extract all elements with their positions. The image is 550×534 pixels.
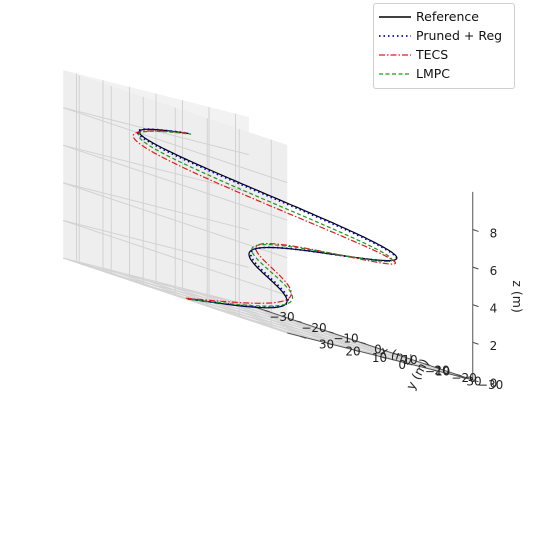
y-tick-label: 20 — [345, 344, 360, 358]
x-tick-mark — [456, 374, 462, 377]
grid-line-z-back — [63, 220, 288, 296]
y-tick-mark — [353, 349, 360, 353]
x-tick-label: −30 — [269, 310, 294, 324]
grid-line-z-back — [63, 144, 288, 221]
z-tick-label: 0 — [490, 377, 498, 391]
y-tick-label: 0 — [398, 358, 406, 372]
axes-panes — [63, 70, 473, 380]
y-tick-mark — [406, 362, 413, 366]
x-tick-label: 10 — [402, 353, 417, 367]
grid-line-z-left — [63, 257, 249, 306]
series-line-pruned-reg — [136, 128, 398, 309]
x-tick-mark — [424, 363, 430, 366]
x-tick-mark — [264, 309, 270, 313]
y-tick-mark — [459, 376, 466, 379]
legend-label: Pruned + Reg — [416, 28, 503, 43]
grid-line-y-floor — [208, 294, 434, 371]
legend-item-reference: Reference — [374, 8, 514, 26]
legend-swatch-lmpc — [379, 73, 411, 75]
z-tick-label: 8 — [490, 226, 498, 240]
trajectory-curves — [132, 128, 398, 309]
x-tick-label: 30 — [466, 374, 481, 388]
grid-line-y-floor — [235, 301, 460, 378]
legend-item-tecs: TECS — [374, 46, 514, 64]
y-tick-label: −20 — [451, 371, 476, 385]
axes-grid — [63, 73, 460, 378]
x-tick-mark — [360, 341, 366, 345]
legend: Reference Pruned + Reg TECS LMPC — [373, 3, 515, 89]
series-line-lmpc — [137, 130, 393, 307]
y-tick-label: −30 — [478, 378, 503, 392]
grid-line-y-floor — [182, 287, 407, 364]
y-tick-label: 30 — [319, 338, 334, 352]
z-tick-label: 4 — [490, 302, 498, 316]
grid-line-y-floor — [155, 281, 381, 357]
z-tick-mark — [472, 341, 479, 345]
z-tick-mark — [472, 304, 479, 308]
legend-label: LMPC — [416, 66, 451, 81]
x-tick-label: −20 — [301, 321, 326, 335]
legend-swatch-reference — [379, 16, 411, 18]
grid-line-y-floor — [129, 274, 354, 351]
legend-swatch-pruned-reg — [379, 35, 411, 37]
y-tick-mark — [432, 369, 439, 373]
y-tick-mark — [300, 335, 307, 339]
x-tick-label: 20 — [434, 364, 449, 378]
grid-line-z-back — [63, 107, 288, 184]
z-tick-mark — [472, 229, 479, 232]
grid-line-z-left — [63, 182, 249, 231]
x-tick-mark — [392, 352, 398, 355]
z-tick-label: 2 — [490, 339, 498, 353]
legend-swatch-tecs — [379, 54, 411, 56]
z-tick-label: 6 — [490, 264, 498, 278]
y-tick-mark — [379, 355, 386, 359]
grid-line-z-left — [63, 220, 249, 268]
series-line-tecs — [132, 130, 397, 304]
legend-label: Reference — [416, 9, 479, 24]
y-tick-mark — [326, 342, 333, 346]
x-tick-label: 0 — [374, 342, 382, 356]
x-tick-mark — [328, 331, 334, 334]
x-tick-label: −10 — [333, 332, 358, 346]
legend-item-pruned-reg: Pruned + Reg — [374, 27, 514, 45]
grid-line-z-back — [63, 257, 288, 334]
legend-item-lmpc: LMPC — [374, 65, 514, 83]
z-tick-mark — [472, 379, 479, 383]
z-tick-mark — [472, 266, 479, 270]
y-tick-label: 10 — [372, 351, 387, 365]
x-tick-mark — [296, 320, 302, 323]
grid-line-z-back — [63, 182, 288, 259]
grid-line-y-floor — [102, 267, 328, 344]
y-tick-label: −10 — [425, 365, 450, 379]
legend-label: TECS — [416, 47, 449, 62]
z-axis-label: z (m) — [510, 280, 525, 312]
grid-line-z-left — [63, 144, 249, 193]
